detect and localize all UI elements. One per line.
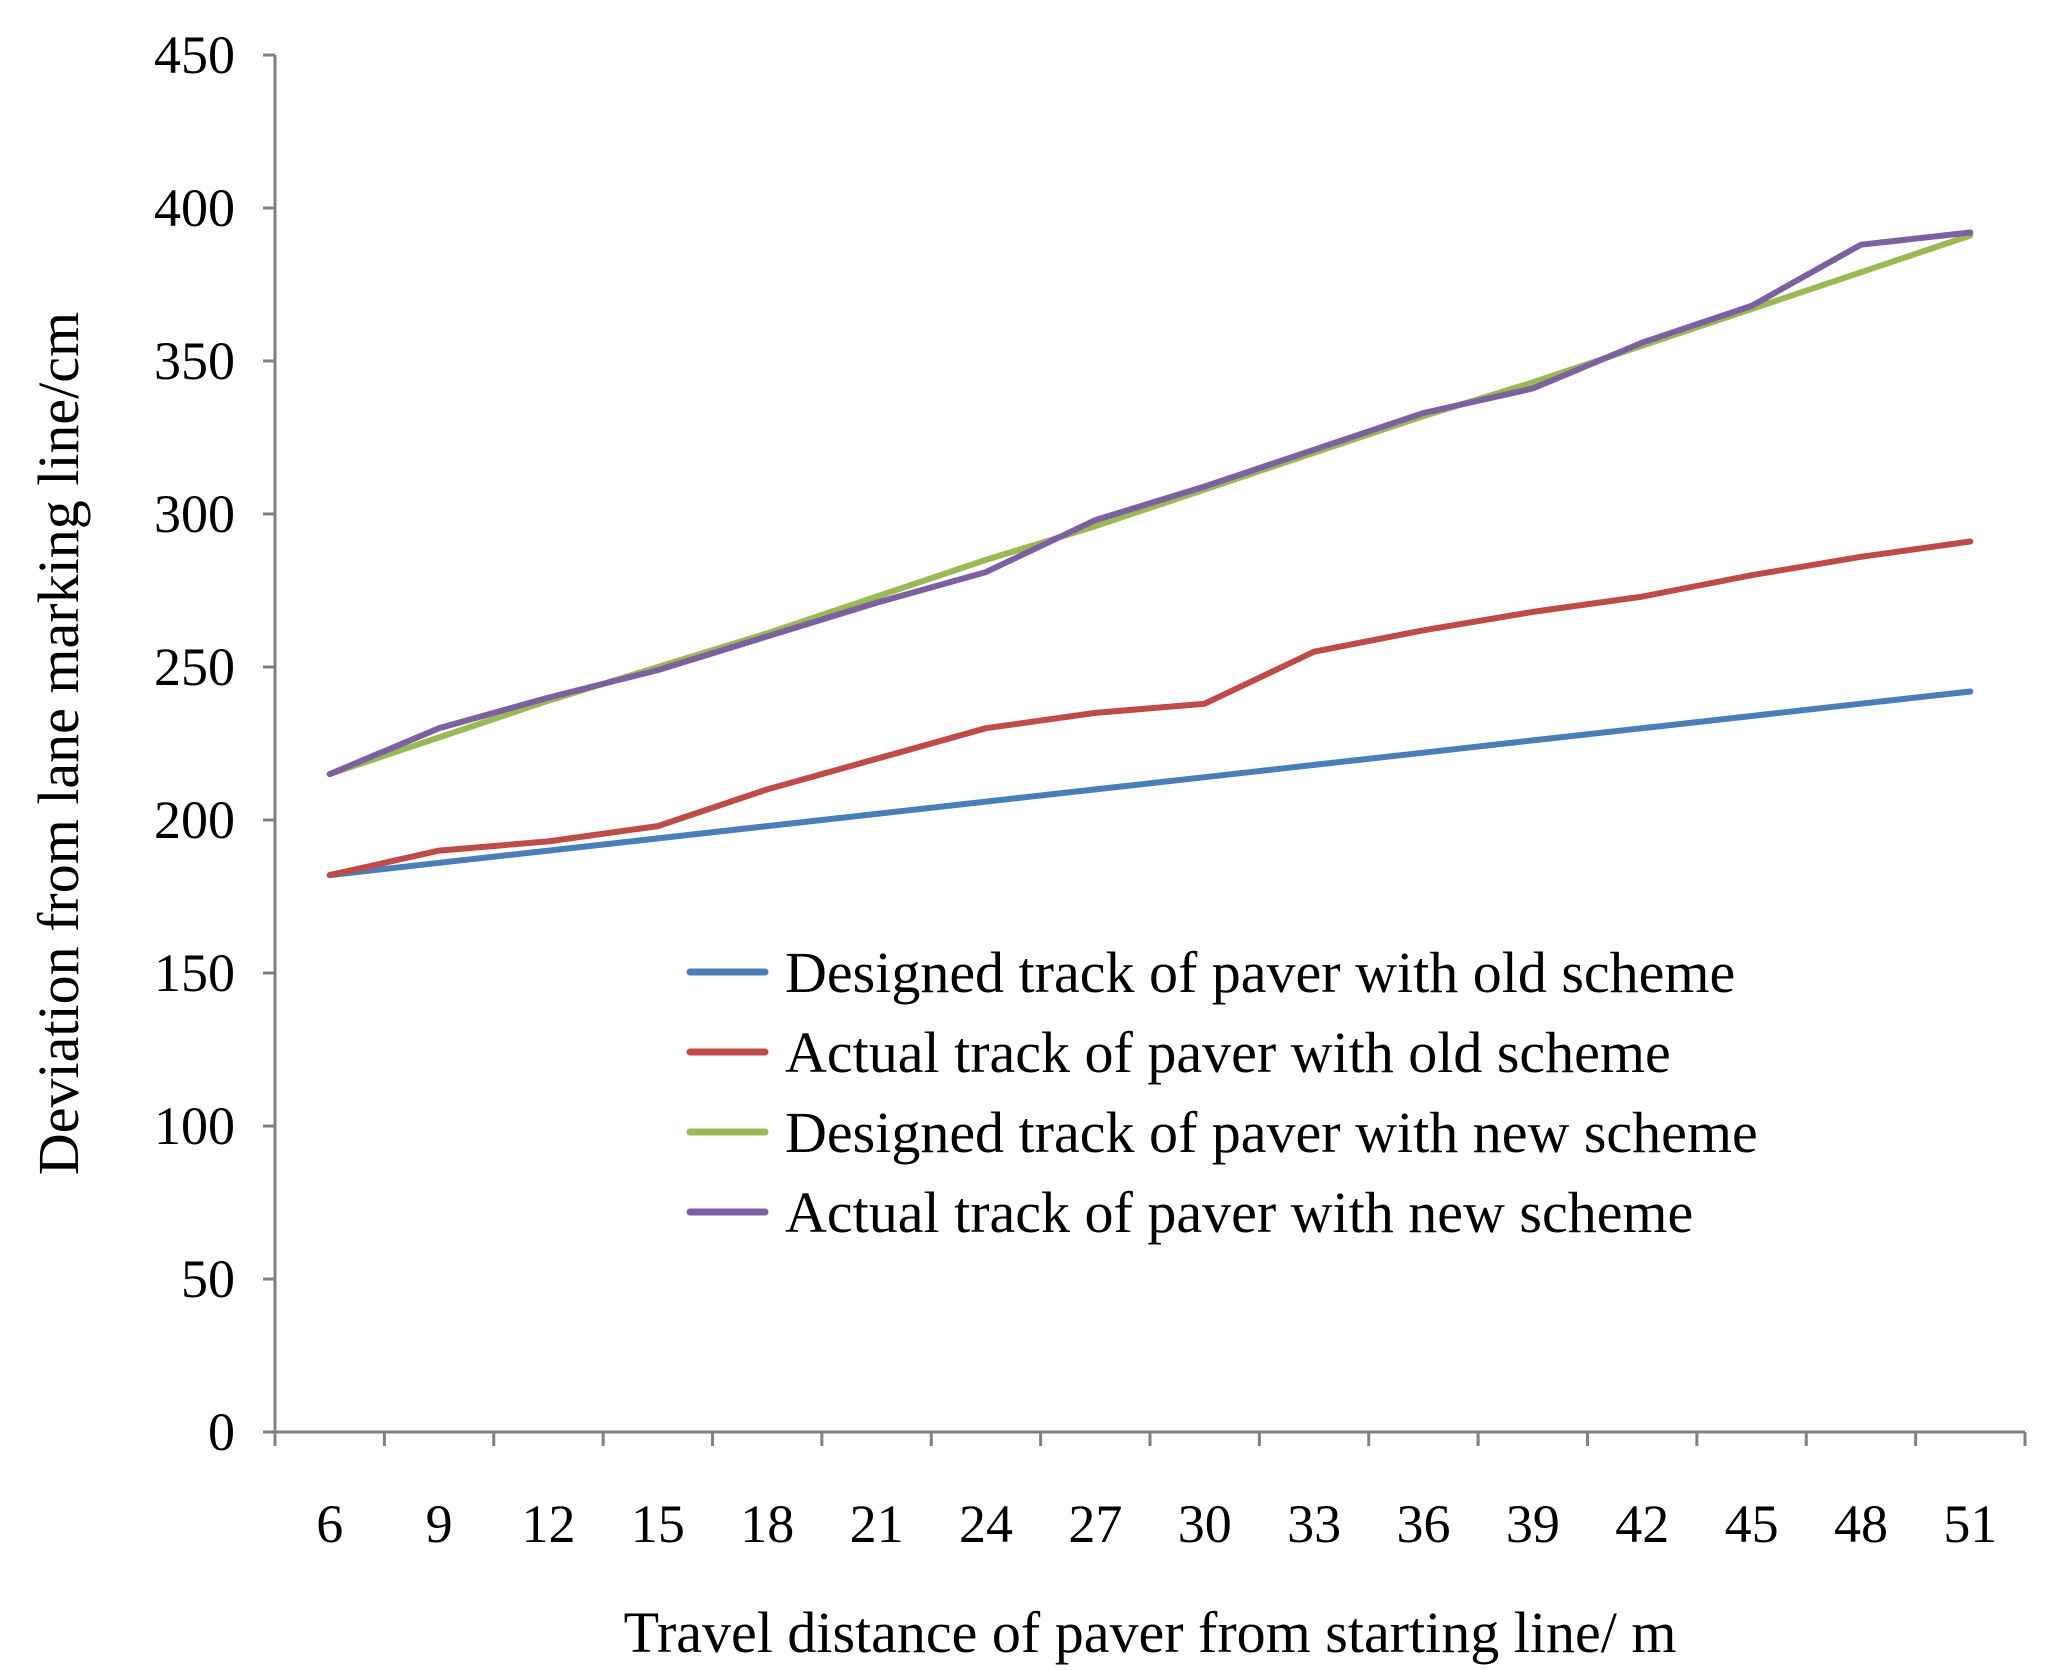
- y-tick-label: 400: [154, 178, 235, 238]
- x-tick-label: 6: [316, 1494, 343, 1554]
- x-axis-title: Travel distance of paver from starting l…: [624, 1600, 1677, 1665]
- y-tick-label: 450: [154, 25, 235, 85]
- legend: Designed track of paver with old scheme A…: [686, 940, 1758, 1245]
- y-tick-label: 250: [154, 637, 235, 697]
- y-tick-label: 100: [154, 1096, 235, 1156]
- y-tick-label: 350: [154, 331, 235, 391]
- x-tick-label: 45: [1725, 1494, 1779, 1554]
- x-tick-label: 18: [740, 1494, 794, 1554]
- y-axis-title: Deviation from lane marking line/cm: [26, 312, 91, 1175]
- x-tick-label: 36: [1396, 1494, 1450, 1554]
- series-line-2: [326, 538, 1974, 879]
- y-tick-label: 200: [154, 790, 235, 850]
- series-group: [326, 229, 1974, 879]
- x-axis: 6 9 12 15 18 21 24 27 30 33 36 39 42 45 48 51: [273, 1430, 2027, 1554]
- legend-label-1: Designed track of paver with old scheme: [785, 940, 1735, 1005]
- legend-label-2: Actual track of paver with old scheme: [785, 1020, 1671, 1085]
- x-tick-label: 42: [1615, 1494, 1669, 1554]
- x-tick-label: 12: [521, 1494, 575, 1554]
- y-tick-label: 0: [208, 1402, 235, 1462]
- x-tick-label: 51: [1943, 1494, 1997, 1554]
- x-tick-label: 39: [1506, 1494, 1560, 1554]
- x-tick-label: 33: [1287, 1494, 1341, 1554]
- series-line-4: [326, 229, 1974, 778]
- x-tick-label: 27: [1068, 1494, 1122, 1554]
- legend-label-4: Actual track of paver with new scheme: [785, 1180, 1693, 1245]
- y-axis: 0 50 100 150 200 250 300 350 400 450: [154, 25, 277, 1462]
- y-tick-label: 50: [181, 1249, 235, 1309]
- legend-label-3: Designed track of paver with new scheme: [785, 1100, 1758, 1165]
- x-tick-label: 9: [426, 1494, 453, 1554]
- series-line-1: [326, 688, 1974, 879]
- x-tick-label: 48: [1834, 1494, 1888, 1554]
- x-tick-label: 30: [1178, 1494, 1232, 1554]
- x-tick-label: 21: [850, 1494, 904, 1554]
- x-tick-label: 15: [631, 1494, 685, 1554]
- x-tick-label: 24: [959, 1494, 1013, 1554]
- y-tick-label: 300: [154, 484, 235, 544]
- y-tick-label: 150: [154, 943, 235, 1003]
